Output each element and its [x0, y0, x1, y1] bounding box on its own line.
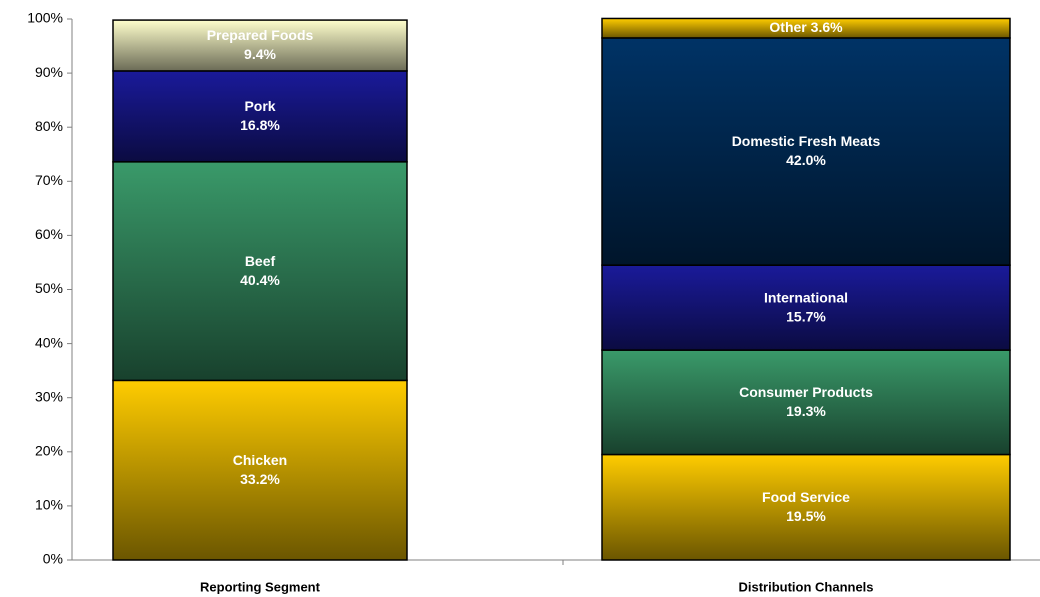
- y-tick-label: 50%: [35, 280, 63, 296]
- segment-value: 9.4%: [244, 46, 276, 62]
- bar-segment: [601, 17, 1011, 39]
- segment-name: International: [764, 289, 848, 305]
- segment-value: 33.2%: [240, 471, 280, 487]
- segment-name: Other: [769, 19, 807, 35]
- segment-value: 40.4%: [240, 272, 280, 288]
- y-tick-label: 30%: [35, 388, 63, 404]
- y-tick-label: 60%: [35, 226, 63, 242]
- y-tick-label: 70%: [35, 172, 63, 188]
- y-tick-label: 10%: [35, 497, 63, 513]
- segment-value: 3.6%: [811, 19, 843, 35]
- segment-name: Food Service: [762, 489, 850, 505]
- bar-segment: [112, 19, 408, 72]
- y-tick-label: 40%: [35, 334, 63, 350]
- bar-segment: [601, 37, 1011, 266]
- bar-segment: [601, 349, 1011, 456]
- segment-value: 19.3%: [786, 403, 826, 419]
- y-tick-label: 0%: [43, 551, 63, 567]
- segment-value: 15.7%: [786, 308, 826, 324]
- segment-value: 42.0%: [786, 152, 826, 168]
- y-tick-label: 80%: [35, 118, 63, 134]
- segment-name: Beef: [245, 253, 276, 269]
- bar-segment: [112, 70, 408, 163]
- x-tick-label: Distribution Channels: [738, 579, 873, 594]
- segment-name: Domestic Fresh Meats: [732, 133, 881, 149]
- segment-name: Chicken: [233, 452, 287, 468]
- segment-name: Prepared Foods: [207, 27, 314, 43]
- y-tick-label: 20%: [35, 443, 63, 459]
- segment-value: 16.8%: [240, 117, 280, 133]
- segment-label: Other 3.6%: [769, 19, 843, 35]
- bar-segment: [601, 453, 1011, 561]
- bar-segment: [112, 379, 408, 561]
- bar-segment: [601, 264, 1011, 351]
- bar-segment: [112, 161, 408, 382]
- x-tick-label: Reporting Segment: [200, 579, 321, 594]
- y-tick-label: 100%: [27, 10, 63, 26]
- y-tick-label: 90%: [35, 64, 63, 80]
- segment-name: Pork: [244, 98, 275, 114]
- segment-value: 19.5%: [786, 508, 826, 524]
- segment-name: Consumer Products: [739, 384, 873, 400]
